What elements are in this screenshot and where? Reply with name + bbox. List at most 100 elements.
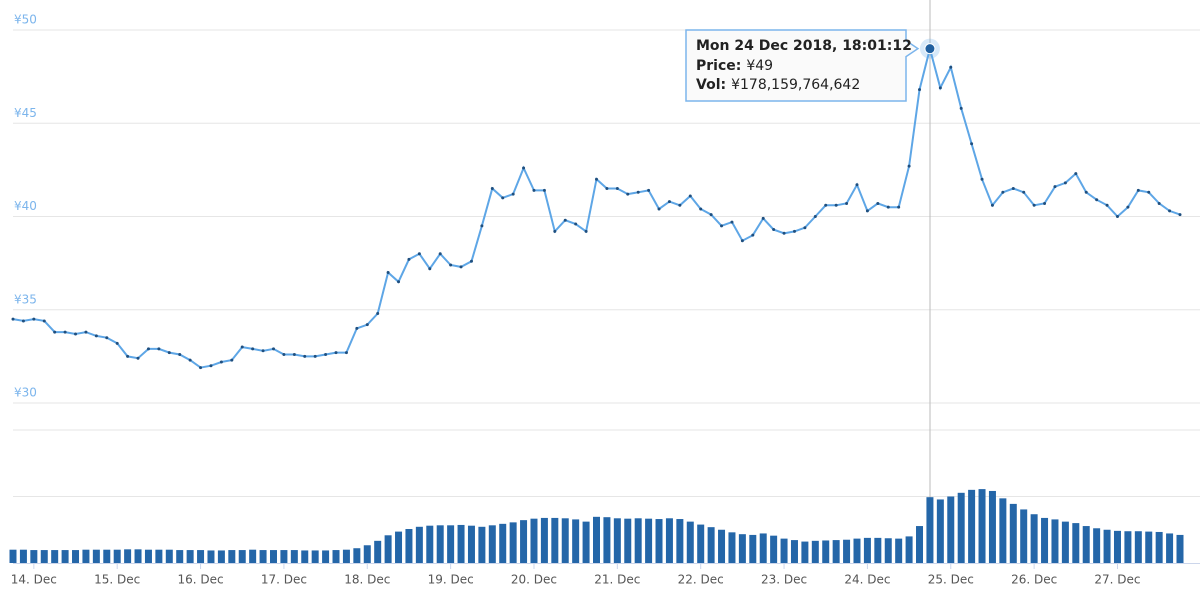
volume-bar: [551, 517, 559, 563]
price-point: [32, 317, 36, 321]
volume-bar: [738, 534, 746, 563]
volume-bar: [1176, 534, 1184, 563]
volume-bar: [759, 533, 767, 563]
volume-bar: [395, 531, 403, 563]
price-point: [553, 229, 557, 233]
y-tick-label: ¥40: [14, 199, 37, 213]
y-tick-label: ¥30: [14, 386, 37, 400]
price-point: [146, 347, 150, 351]
volume-bar: [884, 538, 892, 563]
volume-bar: [770, 535, 778, 563]
volume-bar: [9, 549, 17, 563]
price-point: [355, 326, 359, 330]
price-point: [449, 263, 453, 267]
price-point: [647, 188, 651, 192]
price-point: [63, 330, 67, 334]
volume-bar: [728, 532, 736, 563]
volume-bar: [978, 489, 986, 563]
price-point: [126, 354, 130, 358]
price-point: [303, 354, 307, 358]
volume-bar: [707, 527, 715, 563]
price-point: [188, 358, 192, 362]
price-point: [813, 215, 817, 218]
price-point: [949, 65, 953, 69]
volume-bar: [988, 490, 996, 563]
volume-bar: [499, 523, 507, 563]
x-tick-label: 21. Dec: [594, 573, 640, 587]
volume-bar: [426, 525, 434, 563]
tooltip-value: ¥178,159,764,642: [731, 77, 860, 93]
price-point: [1115, 215, 1119, 218]
volume-bar: [1061, 521, 1069, 563]
price-point: [834, 203, 838, 207]
price-point: [1022, 190, 1026, 194]
volume-bar: [447, 525, 455, 563]
price-point: [574, 222, 578, 226]
volume-bar: [916, 526, 924, 563]
price-point: [219, 360, 223, 364]
volume-bar: [582, 521, 590, 563]
price-point: [563, 218, 567, 222]
volume-bar: [780, 538, 788, 563]
volume-bar: [322, 550, 330, 563]
volume-bar: [968, 489, 976, 563]
volume-bar: [332, 550, 340, 563]
volume-bar: [895, 538, 903, 563]
price-point: [865, 209, 869, 213]
price-point: [584, 229, 588, 233]
volume-bar: [228, 550, 236, 563]
price-point: [1105, 203, 1109, 207]
volume-bar: [384, 535, 392, 563]
volume-bar: [197, 550, 205, 563]
price-point: [344, 351, 348, 355]
price-point: [365, 323, 369, 327]
price-point: [959, 106, 963, 110]
volume-bar: [634, 518, 642, 563]
price-point: [178, 353, 182, 357]
volume-bar: [134, 549, 142, 563]
x-tick-label: 16. Dec: [177, 573, 223, 587]
volume-bar: [61, 550, 69, 563]
volume-bar: [478, 526, 486, 563]
price-point: [667, 200, 671, 204]
price-point: [792, 229, 796, 233]
price-line: [12, 44, 1181, 369]
hover-point: [924, 43, 936, 55]
price-point: [511, 192, 515, 196]
volume-bar: [301, 550, 309, 563]
volume-bar: [30, 550, 38, 563]
y-tick-label: ¥50: [14, 13, 37, 27]
volume-bar: [155, 549, 163, 563]
price-point: [970, 142, 974, 146]
volume-bar: [697, 524, 705, 563]
volume-bar: [238, 550, 246, 563]
price-point: [480, 224, 484, 228]
price-point: [324, 353, 328, 357]
volume-bar: [72, 550, 80, 563]
volume-bar: [718, 529, 726, 563]
x-tick-label: 20. Dec: [511, 573, 557, 587]
tooltip-box: [685, 29, 920, 102]
volume-bar: [82, 549, 90, 563]
price-point: [11, 317, 15, 321]
price-point: [897, 205, 901, 209]
price-point: [980, 177, 984, 181]
volume-bar: [509, 522, 517, 563]
price-point: [1074, 172, 1078, 176]
volume-bar: [124, 549, 132, 563]
price-point: [699, 207, 703, 211]
y-tick-label: ¥35: [14, 292, 37, 306]
volume-bar: [311, 550, 319, 563]
volume-bar: [1113, 530, 1121, 563]
price-point: [907, 164, 911, 168]
volume-bar: [853, 538, 861, 563]
volume-bar: [530, 518, 538, 563]
price-point: [740, 239, 744, 243]
price-point: [459, 265, 463, 269]
volume-bar: [1072, 523, 1080, 563]
volume-bar: [1134, 531, 1142, 563]
price-point: [1084, 190, 1088, 194]
volume-bar: [280, 550, 288, 563]
price-point: [1136, 188, 1140, 192]
